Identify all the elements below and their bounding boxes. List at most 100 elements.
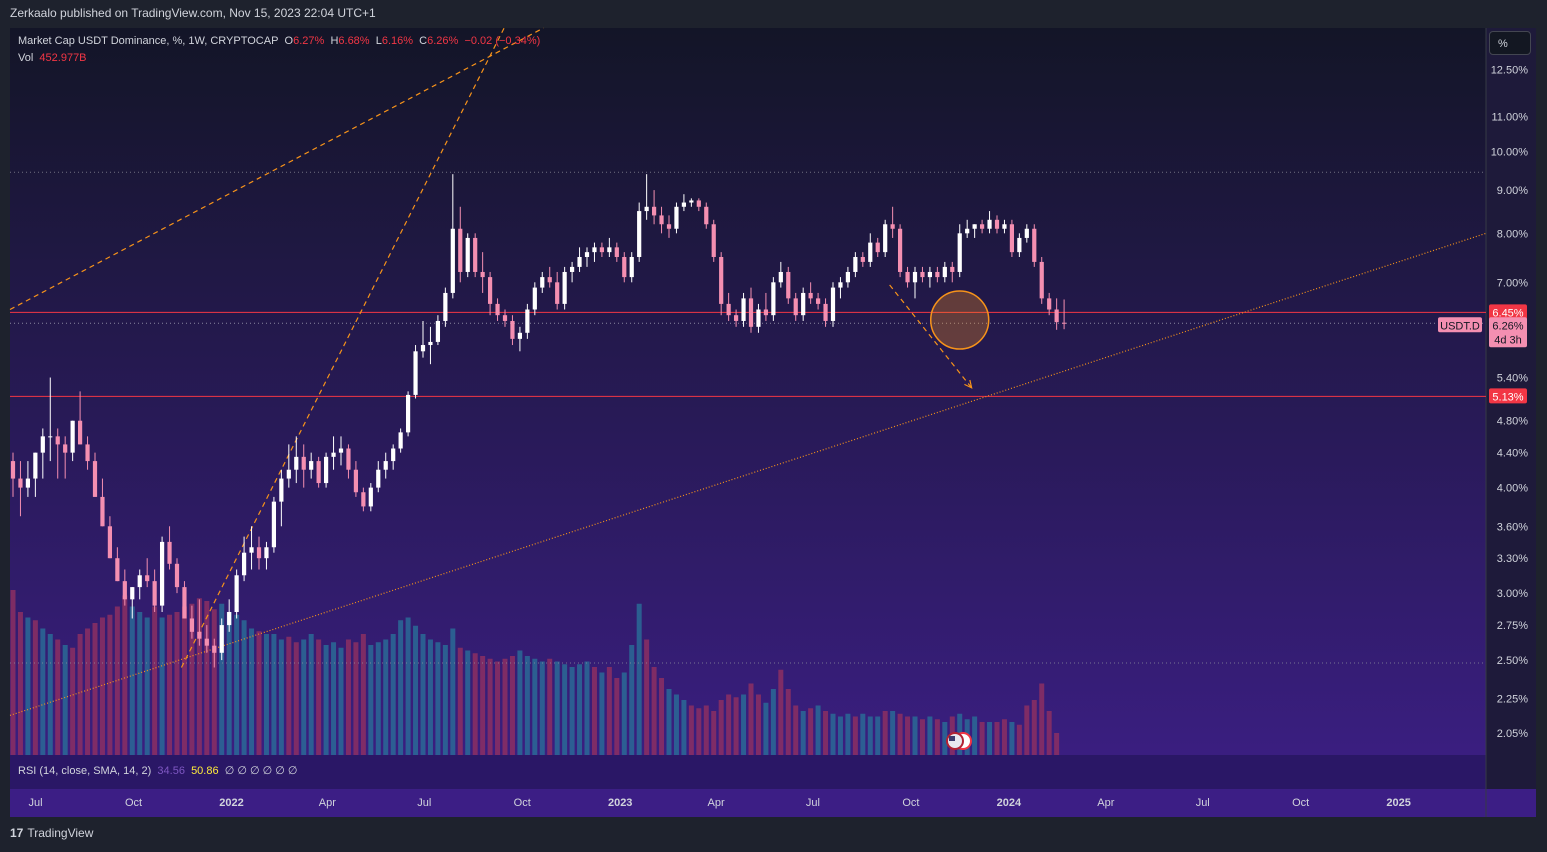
volume-bar: [987, 722, 993, 755]
price-tick-label: 3.00%: [1497, 588, 1528, 600]
volume-bar: [293, 642, 299, 755]
price-tick-label: 4.40%: [1497, 448, 1528, 460]
close-label: C: [419, 35, 428, 47]
time-axis: Jul Oct 2022 Apr Jul Oct 2023 Apr Jul Oct 2024 Apr J…: [29, 797, 1411, 809]
candle-body: [502, 315, 508, 321]
candle-body: [376, 469, 381, 488]
candle-body: [301, 456, 306, 470]
horizontal-levels: [10, 171, 1486, 664]
volume-bar: [167, 614, 173, 755]
volume-value: 452.977B: [39, 52, 87, 64]
volume-bar: [1054, 733, 1060, 755]
candle-body: [473, 237, 478, 272]
trendline: [9, 232, 1487, 716]
candle-body: [681, 202, 687, 207]
candle-body: [883, 224, 888, 253]
candle-body: [935, 271, 940, 278]
volume-bar: [368, 645, 374, 755]
candle-body: [152, 581, 157, 606]
candle-body: [100, 496, 105, 527]
volume-bar: [40, 628, 46, 755]
volume-legend[interactable]: Vol 452.977B: [18, 52, 87, 64]
rsi-pane: [10, 755, 1486, 789]
volume-bar: [905, 716, 911, 755]
volume-bar: [323, 645, 329, 755]
low-label: L: [375, 35, 382, 47]
volume-bar: [897, 713, 903, 755]
symbol-name[interactable]: Market Cap USDT Dominance, %, 1W, CRYPTO…: [18, 35, 279, 47]
volume-bar: [189, 603, 195, 755]
volume-bar: [1039, 683, 1045, 755]
candle-body: [249, 547, 254, 553]
candle-body: [815, 298, 821, 304]
candle-body: [823, 303, 828, 321]
candle-body: [674, 206, 679, 229]
volume-bar: [808, 708, 814, 755]
scale-unit-button[interactable]: %: [1489, 31, 1531, 55]
time-tick-label: 2025: [1386, 797, 1410, 809]
candle-body: [547, 277, 552, 283]
volume-bar: [673, 694, 679, 755]
close-value: 6.26%: [427, 35, 459, 47]
price-badges: 6.45% 5.13% 6.26% 4d 3h USDT.D: [1438, 304, 1527, 404]
volume-bar: [770, 689, 776, 755]
candle-body: [666, 224, 672, 229]
candle-body: [510, 320, 515, 339]
volume-bar: [852, 716, 858, 755]
volume-bar: [890, 711, 896, 755]
candle-body: [495, 303, 500, 316]
volume-bar: [927, 716, 933, 755]
candle-body: [562, 271, 567, 304]
candle-body: [227, 611, 232, 626]
candle-body: [1061, 322, 1067, 324]
volume-bar: [129, 606, 135, 755]
volume-bar: [70, 647, 76, 755]
volume-bar: [480, 656, 486, 755]
volume-bar: [524, 656, 530, 755]
price-tick-label: 11.00%: [1492, 111, 1529, 123]
price-tick-label: 5.40%: [1497, 373, 1528, 385]
candle-body: [741, 298, 746, 321]
volume-bar: [32, 620, 38, 755]
candle-body: [1024, 228, 1029, 238]
candle-body: [271, 501, 277, 548]
volume-bar: [316, 639, 322, 755]
price-tick-label: 10.00%: [1491, 146, 1529, 158]
candle-body: [70, 420, 75, 453]
volume-bar: [741, 694, 747, 755]
volume-bar: [353, 642, 359, 755]
candle-body: [607, 247, 612, 253]
candle-body: [256, 547, 262, 559]
candle-body: [1054, 309, 1059, 323]
volume-bar: [1016, 724, 1022, 755]
volume-bar: [1001, 719, 1007, 755]
volume-bar: [509, 656, 515, 755]
candle-body: [786, 271, 791, 299]
volume-bar: [375, 642, 381, 755]
volume-bar: [882, 711, 888, 755]
volume-bar: [912, 716, 918, 755]
events[interactable]: [946, 732, 972, 750]
candle-body: [130, 587, 135, 600]
volume-bar: [666, 689, 672, 755]
symbol-legend[interactable]: Market Cap USDT Dominance, %, 1W, CRYPTO…: [18, 35, 540, 47]
volume-bar: [539, 661, 545, 755]
open-value: 6.27%: [293, 35, 325, 47]
price-tick-label: 4.80%: [1497, 416, 1528, 428]
candle-body: [63, 444, 68, 453]
volume-bar: [301, 639, 307, 755]
candle-body: [689, 200, 694, 203]
time-tick-label: Apr: [707, 797, 724, 809]
volume-bar: [331, 642, 337, 755]
candle-body: [420, 345, 426, 352]
volume-bar: [442, 645, 448, 755]
rsi-label[interactable]: RSI (14, close, SMA, 14, 2): [18, 765, 152, 777]
level-badge-label: 5.13%: [1492, 391, 1523, 403]
volume-bar: [688, 705, 694, 755]
volume-bar: [249, 628, 255, 755]
price-tick-label: 2.05%: [1497, 728, 1528, 740]
rsi-legend[interactable]: RSI (14, close, SMA, 14, 2) 34.56 50.86 …: [18, 764, 298, 777]
candle-body: [927, 271, 933, 278]
volume-bar: [1046, 711, 1052, 755]
